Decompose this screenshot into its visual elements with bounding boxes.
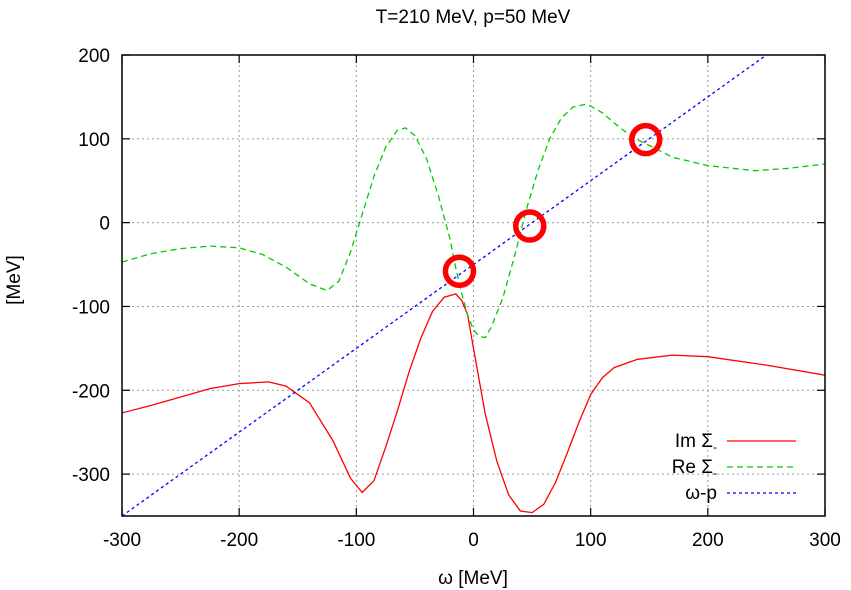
highlight-circle — [512, 209, 547, 243]
x-tick-label: -100 — [337, 530, 375, 551]
ticks: -300 -200 -100 0 100 200 300 -300 -200 -100 0 100 20… — [72, 46, 841, 551]
series-line-3 — [122, 55, 767, 516]
highlight-circle — [442, 254, 477, 289]
x-tick-label: 100 — [575, 530, 607, 551]
chart-title: T=210 MeV, p=50 MeV — [376, 7, 571, 28]
y-tick-label: 100 — [78, 130, 110, 151]
x-tick-label: -300 — [103, 530, 141, 551]
x-tick-label: 200 — [692, 530, 724, 551]
x-tick-label: -200 — [220, 530, 258, 551]
x-axis-title: ω [MeV] — [438, 568, 508, 589]
legend-label: Im Σ- — [675, 431, 717, 454]
y-tick-label: 200 — [78, 46, 110, 67]
series-line-2 — [122, 103, 825, 339]
legend: Im Σ- Re Σ-ω-p — [672, 431, 796, 504]
legend-label: ω-p — [685, 483, 717, 504]
series-line-1 — [122, 293, 825, 514]
y-axis-title: [MeV] — [4, 255, 25, 305]
y-tick-label: -300 — [72, 465, 110, 486]
legend-label: Re Σ- — [672, 457, 717, 480]
x-tick-label: 0 — [468, 530, 479, 551]
grid — [122, 55, 825, 516]
annotations — [442, 122, 663, 289]
y-tick-label: -200 — [72, 381, 110, 402]
y-tick-label: 0 — [99, 214, 110, 235]
y-tick-label: -100 — [72, 297, 110, 318]
highlight-circle — [628, 122, 663, 157]
x-tick-label: 300 — [809, 530, 841, 551]
